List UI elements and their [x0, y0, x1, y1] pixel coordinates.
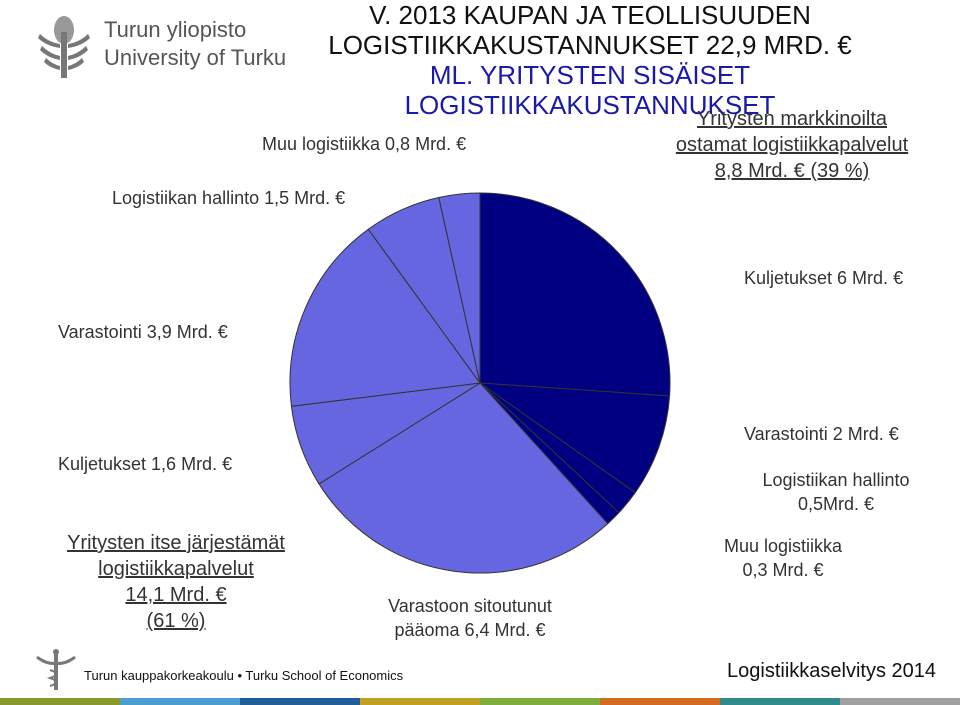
- title-line-2: LOGISTIIKKAKUSTANNUKSET 22,9 MRD. €: [328, 30, 852, 60]
- footer-color-bar: [0, 698, 960, 705]
- pie-slice-1: [479, 192, 671, 397]
- logo-line1: Turun yliopisto: [104, 17, 247, 42]
- title-line-1: V. 2013 KAUPAN JA TEOLLISUUDEN: [369, 0, 811, 30]
- hallinto-external-line1: Logistiikan hallinto: [762, 470, 910, 490]
- label-muu-internal: Muu logistiikka 0,8 Mrd. €: [262, 134, 467, 154]
- logo-line2: University of Turku: [104, 45, 287, 70]
- title-line-3: ML. YRITYSTEN SISÄISET LOGISTIIKKAKUSTAN…: [404, 60, 776, 120]
- caduceus-icon: [36, 649, 76, 690]
- color-bar-segment: [480, 698, 600, 705]
- label-kuljetukset-external: Kuljetukset 6 Mrd. €: [744, 268, 904, 288]
- pie-slice-5: [318, 382, 609, 574]
- label-paaoma: Varastoon sitoutunut pääoma 6,4 Mrd. €: [350, 594, 590, 642]
- footer-report-name: Logistiikkaselvitys 2014: [727, 660, 936, 682]
- internal-group-line1: Yritysten itse järjestämät: [67, 532, 285, 554]
- label-varastointi-internal: Varastointi 3,9 Mrd. €: [58, 322, 228, 342]
- label-hallinto-external: Logistiikan hallinto 0,5Mrd. €: [736, 468, 936, 516]
- label-kuljetukset-internal: Kuljetukset 1,6 Mrd. €: [58, 454, 233, 474]
- color-bar-segment: [600, 698, 720, 705]
- page-title: V. 2013 KAUPAN JA TEOLLISUUDEN LOGISTIIK…: [250, 0, 930, 120]
- color-bar-segment: [720, 698, 840, 705]
- external-group-line1: Yritysten markkinoilta: [696, 108, 888, 130]
- label-muu-external: Muu logistiikka 0,3 Mrd. €: [690, 534, 876, 582]
- hallinto-external-line2: 0,5Mrd. €: [797, 494, 875, 514]
- paaoma-line1: Varastoon sitoutunut: [388, 596, 552, 616]
- color-bar-segment: [240, 698, 360, 705]
- pie-slice-2: [478, 382, 671, 494]
- pie-slice-7: [289, 228, 481, 407]
- pie-slice-9: [438, 192, 481, 384]
- color-bar-segment: [0, 698, 120, 705]
- torch-emblem-icon: [38, 16, 90, 78]
- label-internal-group: Yritysten itse järjestämät logistiikkapa…: [26, 530, 326, 634]
- footer-school-name: Turun kauppakorkeakoulu • Turku School o…: [84, 668, 404, 683]
- university-logo: Turun yliopisto University of Turku: [34, 12, 286, 82]
- label-varastointi-external: Varastointi 2 Mrd. €: [744, 424, 899, 444]
- muu-external-line1: Muu logistiikka: [723, 536, 843, 556]
- external-group-line2: ostamat logistiikkapalvelut: [675, 134, 909, 156]
- internal-group-line2: logistiikkapalvelut: [98, 558, 254, 580]
- color-bar-segment: [120, 698, 240, 705]
- label-hallinto-internal: Logistiikan hallinto 1,5 Mrd. €: [112, 188, 346, 208]
- paaoma-line2: pääoma 6,4 Mrd. €: [394, 620, 546, 640]
- internal-group-line3: 14,1 Mrd. €: [125, 584, 227, 606]
- muu-external-line2: 0,3 Mrd. €: [742, 560, 824, 580]
- color-bar-segment: [360, 698, 480, 705]
- label-external-group: Yritysten markkinoilta ostamat logistiik…: [632, 106, 952, 184]
- internal-group-line4: (61 %): [146, 610, 206, 632]
- external-group-line3: 8,8 Mrd. € (39 %): [714, 160, 870, 182]
- color-bar-segment: [840, 698, 960, 705]
